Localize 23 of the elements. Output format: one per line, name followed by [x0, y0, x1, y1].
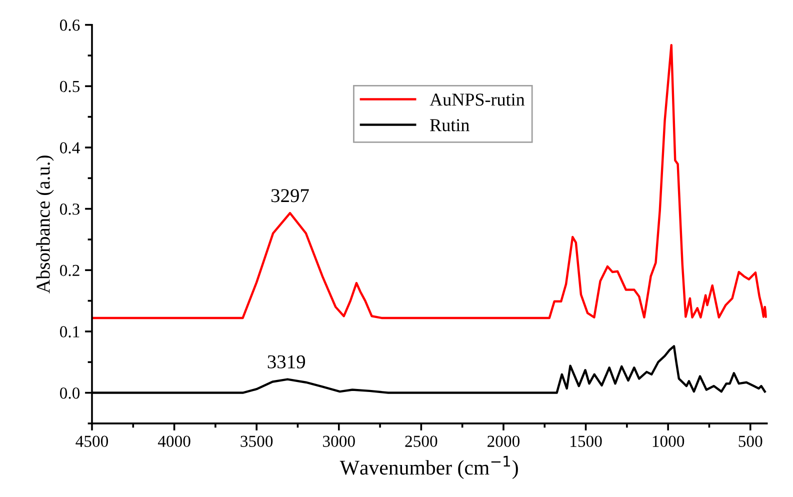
annotation: 3319: [268, 355, 306, 368]
y-axis-title: Absorbance (a.u.): [36, 156, 54, 294]
y-tick-label: 0.3: [60, 204, 80, 215]
x-tick-label: 1000: [652, 436, 684, 447]
x-axis-title: Wavenumber (cm$^{−1}$): [340, 456, 518, 479]
y-tick-label: 0.2: [60, 264, 80, 276]
x-tick-label: 500: [738, 436, 762, 447]
legend-label: AuNPS-rutin: [430, 94, 525, 106]
x-tick-label: 4000: [158, 436, 190, 447]
y-tick-label: 0.6: [60, 20, 80, 31]
x-tick-label: 3500: [240, 436, 273, 447]
y-tick-label: 0.5: [60, 80, 80, 92]
x-tick-label: 3000: [323, 436, 355, 447]
x-tick-label: 2000: [488, 436, 520, 447]
legend-label: Rutin: [430, 119, 470, 132]
annotation: 3297: [271, 189, 309, 202]
line-series: [92, 44, 767, 320]
x-tick-label: 1500: [570, 436, 602, 447]
x-tick-label: 2500: [405, 436, 438, 447]
y-tick-label: 0.1: [60, 326, 80, 338]
x-tick-label: 4500: [76, 436, 108, 447]
y-tick-label: 0.4: [60, 142, 80, 154]
y-tick-label: 0.0: [60, 387, 80, 399]
